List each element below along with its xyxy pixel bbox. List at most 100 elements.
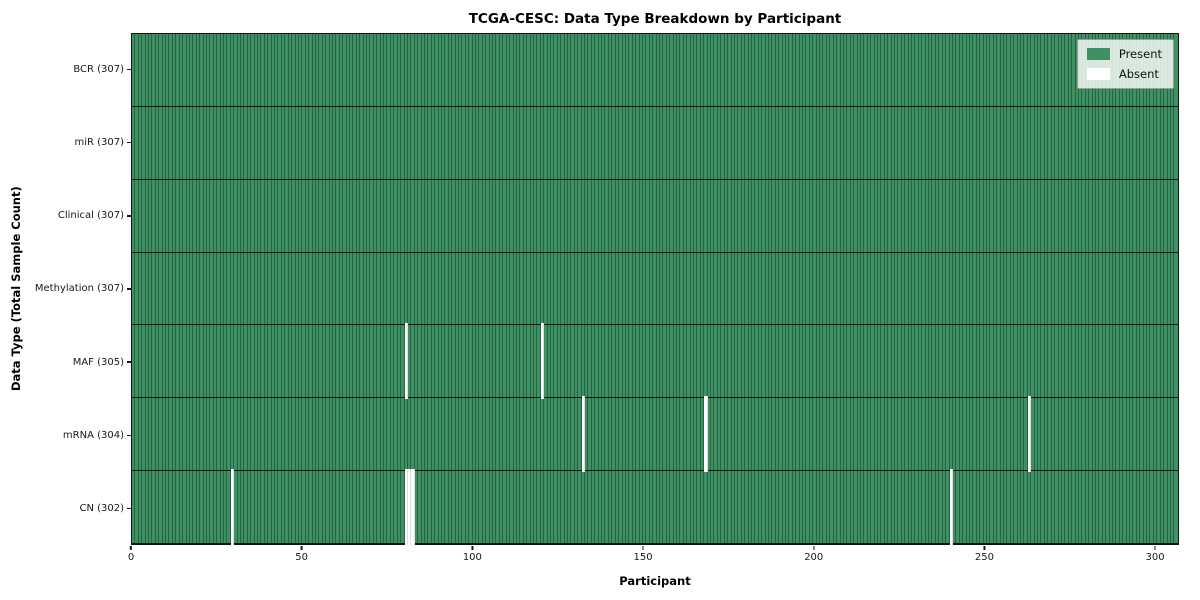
participant-bar <box>581 325 586 398</box>
participant-bar <box>663 398 667 471</box>
participant-bar <box>298 179 303 252</box>
participant-bar <box>625 398 630 471</box>
x-tick-50: 50 <box>295 546 308 563</box>
participant-bar <box>758 34 763 106</box>
participant-bar <box>407 179 412 252</box>
participant-bar <box>789 471 793 544</box>
participant-bar <box>176 471 180 544</box>
participant-bar <box>734 34 739 106</box>
participant-bar <box>680 325 684 398</box>
participant-bar <box>363 34 368 106</box>
participant-bar <box>952 179 957 252</box>
participant-bar <box>1027 252 1032 325</box>
participant-bar <box>370 325 374 398</box>
participant-bar <box>915 325 919 398</box>
participant-bar <box>336 179 340 252</box>
participant-bar <box>663 325 667 398</box>
participant-bar <box>350 325 354 398</box>
participant-bar <box>993 106 998 179</box>
participant-bar <box>751 398 756 471</box>
participant-bar <box>370 252 374 325</box>
participant-bar <box>1160 179 1165 252</box>
participant-bar <box>206 106 211 179</box>
participant-bar <box>721 252 725 325</box>
participant-bar <box>877 34 882 106</box>
participant-bar <box>234 325 238 398</box>
participant-bar <box>857 34 861 106</box>
participant-bar <box>1038 252 1042 325</box>
participant-bar <box>554 471 558 544</box>
participant-bar <box>1143 325 1148 398</box>
participant-bar <box>223 106 228 179</box>
participant-bar <box>833 34 838 106</box>
participant-bar <box>370 398 374 471</box>
participant-bar <box>186 252 190 325</box>
participant-bar <box>557 106 562 179</box>
participant-bar <box>360 106 364 179</box>
participant-bar <box>1024 471 1028 544</box>
participant-bar <box>172 398 177 471</box>
participant-bar <box>673 471 677 544</box>
participant-bar <box>295 34 299 106</box>
participant-bar <box>1000 325 1004 398</box>
participant-bar <box>864 325 868 398</box>
participant-bar <box>608 252 613 325</box>
participant-bar <box>319 398 323 471</box>
participant-bar <box>1017 34 1022 106</box>
participant-bar <box>367 106 371 179</box>
participant-bar <box>418 325 422 398</box>
participant-bar <box>132 398 136 471</box>
participant-bar <box>162 106 167 179</box>
participant-bar <box>322 398 327 471</box>
participant-bar <box>942 179 947 252</box>
participant-bar <box>1034 179 1039 252</box>
participant-bar <box>1119 179 1124 252</box>
participant-bar <box>799 34 804 106</box>
participant-bar <box>595 325 599 398</box>
participant-bar <box>564 179 568 252</box>
participant-bar <box>135 179 139 252</box>
participant-bar <box>905 34 909 106</box>
participant-bar <box>816 325 821 398</box>
participant-bar <box>244 471 248 544</box>
participant-bar <box>990 471 994 544</box>
participant-bar <box>823 34 827 106</box>
participant-bar <box>1133 252 1137 325</box>
participant-bar <box>169 179 173 252</box>
participant-bar <box>625 471 630 544</box>
participant-bar <box>629 106 633 179</box>
participant-bar <box>1072 252 1076 325</box>
participant-bar <box>1048 325 1052 398</box>
participant-bar <box>1010 325 1015 398</box>
participant-bar <box>520 179 524 252</box>
participant-bar <box>377 252 381 325</box>
participant-bar <box>636 179 640 252</box>
participant-bar <box>486 252 490 325</box>
participant-bar <box>1116 325 1120 398</box>
participant-bar <box>581 106 586 179</box>
participant-bar <box>571 106 575 179</box>
participant-bar <box>465 325 470 398</box>
participant-bar <box>806 471 810 544</box>
participant-bar <box>411 179 415 252</box>
participant-bar <box>1164 252 1168 325</box>
participant-bar <box>942 106 947 179</box>
participant-bar <box>605 471 609 544</box>
participant-bar <box>172 34 177 106</box>
participant-bar <box>1174 179 1177 252</box>
participant-bar <box>285 471 289 544</box>
participant-bar <box>363 471 368 544</box>
participant-bar <box>963 398 967 471</box>
participant-bar <box>649 325 654 398</box>
participant-bar <box>929 252 933 325</box>
participant-bar <box>343 471 347 544</box>
participant-bar-absent <box>407 469 412 546</box>
participant-bar <box>377 106 381 179</box>
participant-bar <box>932 398 936 471</box>
participant-bar <box>241 34 245 106</box>
participant-bar <box>489 252 494 325</box>
participant-bar <box>496 179 500 252</box>
participant-bar <box>629 252 633 325</box>
participant-bar <box>533 252 538 325</box>
participant-bar <box>574 325 579 398</box>
